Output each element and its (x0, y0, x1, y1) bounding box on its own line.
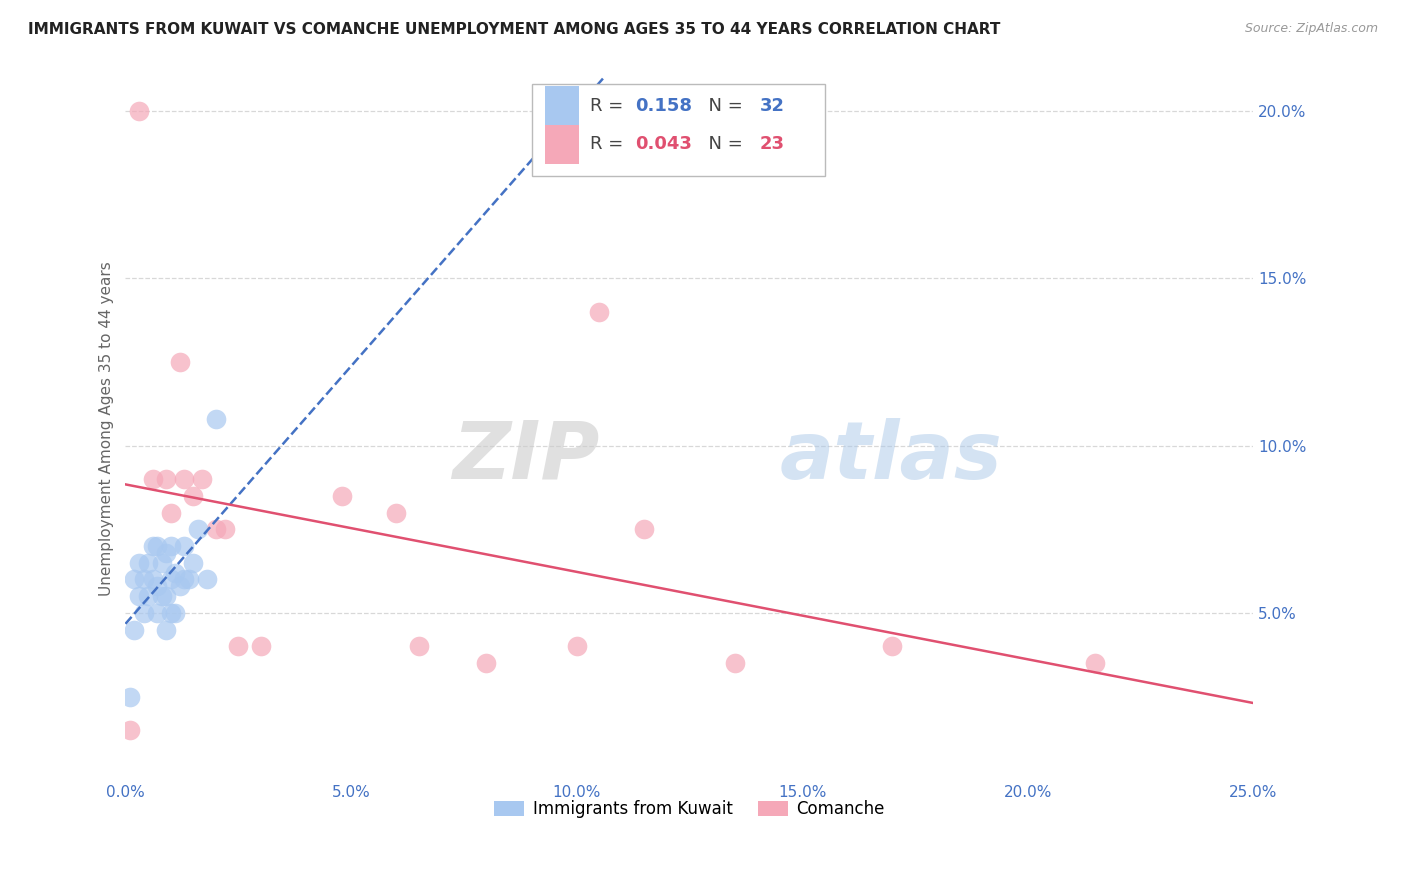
Point (159, 573, 181, 587)
Point (169, 579, 191, 593)
Point (214, 522, 236, 536)
Point (136, 556, 159, 570)
Point (128, 556, 150, 570)
Point (226, 640, 249, 654)
Point (118, 690, 141, 704)
Point (330, 489, 353, 503)
FancyBboxPatch shape (531, 85, 825, 176)
Text: ZIP: ZIP (451, 418, 599, 496)
Text: 32: 32 (759, 96, 785, 114)
Point (146, 606, 169, 620)
Point (408, 640, 430, 654)
Point (141, 472, 163, 486)
Point (181, 489, 204, 503)
Point (159, 506, 181, 520)
Point (118, 723, 141, 737)
Point (159, 606, 181, 620)
Text: atlas: atlas (780, 418, 1002, 496)
Point (195, 573, 218, 587)
Point (146, 579, 169, 593)
Point (475, 656, 498, 670)
Point (204, 412, 226, 426)
Point (124, 573, 146, 587)
Point (204, 522, 226, 536)
Point (141, 573, 163, 587)
Point (723, 656, 745, 670)
Point (165, 566, 187, 580)
Text: IMMIGRANTS FROM KUWAIT VS COMANCHE UNEMPLOYMENT AMONG AGES 35 TO 44 YEARS CORREL: IMMIGRANTS FROM KUWAIT VS COMANCHE UNEMP… (28, 22, 1001, 37)
Point (385, 506, 408, 520)
Point (882, 640, 904, 654)
Point (128, 589, 150, 603)
Text: 0.158: 0.158 (636, 96, 692, 114)
Point (173, 472, 195, 486)
Text: 0.043: 0.043 (636, 136, 692, 153)
Legend: Immigrants from Kuwait, Comanche: Immigrants from Kuwait, Comanche (488, 793, 891, 825)
Point (173, 573, 195, 587)
Point (150, 556, 173, 570)
Point (146, 539, 169, 553)
Text: R =: R = (591, 96, 628, 114)
Point (155, 472, 177, 486)
Point (633, 522, 655, 536)
Point (187, 522, 209, 536)
Point (128, 103, 150, 118)
Text: R =: R = (591, 136, 628, 153)
Text: Source: ZipAtlas.com: Source: ZipAtlas.com (1244, 22, 1378, 36)
Point (132, 606, 155, 620)
Point (165, 606, 187, 620)
Point (191, 472, 214, 486)
Text: N =: N = (697, 96, 749, 114)
Point (150, 589, 173, 603)
Text: N =: N = (697, 136, 749, 153)
Point (588, 304, 610, 318)
Point (155, 623, 177, 637)
Point (173, 539, 195, 553)
Point (136, 589, 159, 603)
Point (132, 573, 155, 587)
Bar (546, 87, 579, 125)
Point (565, 640, 588, 654)
Point (155, 546, 177, 560)
Point (250, 640, 273, 654)
Y-axis label: Unemployment Among Ages 35 to 44 years: Unemployment Among Ages 35 to 44 years (100, 261, 114, 596)
Point (124, 623, 146, 637)
Point (177, 573, 200, 587)
Point (155, 589, 177, 603)
Point (141, 539, 163, 553)
Point (1084, 656, 1107, 670)
Bar (546, 125, 579, 163)
Point (159, 539, 181, 553)
Point (181, 556, 204, 570)
Text: 23: 23 (759, 136, 785, 153)
Point (169, 355, 191, 369)
